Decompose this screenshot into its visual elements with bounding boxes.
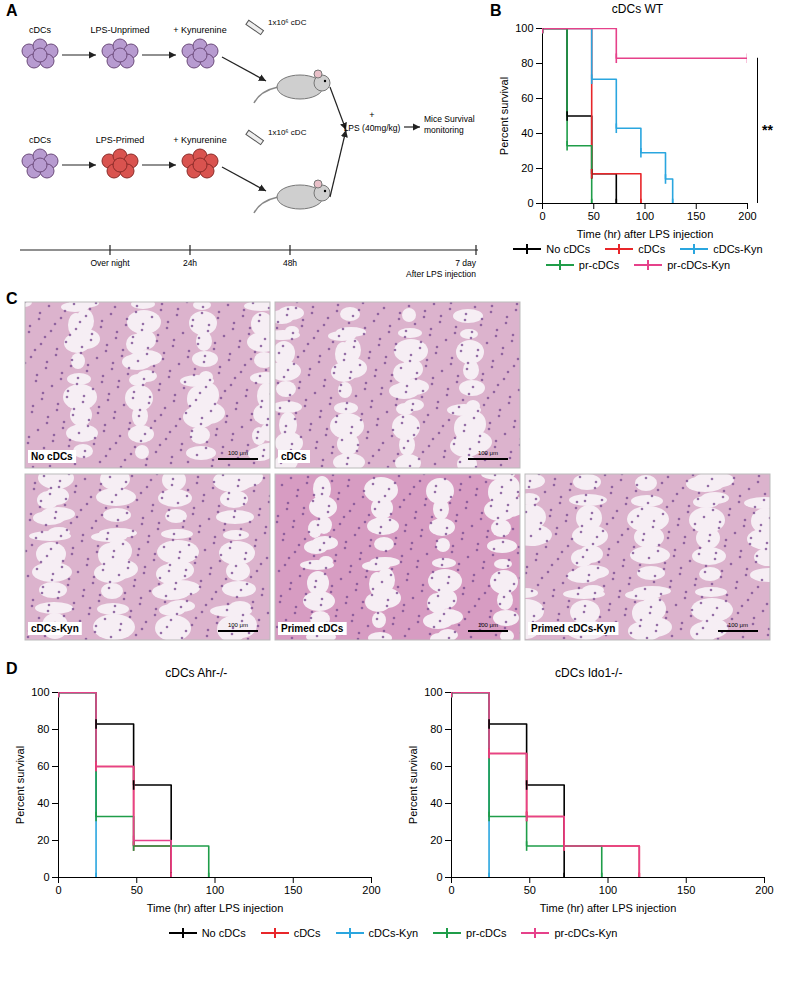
svg-text:cDCs: cDCs (281, 451, 307, 462)
html-text:pr-cDCs: pr-cDCs (466, 927, 507, 939)
html-text:B: B (490, 2, 502, 19)
svg-text:LPS-Unprimed: LPS-Unprimed (90, 25, 149, 35)
svg-text:LPS-Primed: LPS-Primed (96, 135, 145, 145)
svg-text:20: 20 (430, 834, 442, 846)
svg-text:Over night: Over night (90, 258, 130, 268)
html-text:A: A (6, 2, 18, 19)
svg-text:100 μm: 100 μm (478, 622, 498, 628)
html-text:cDCs Ido1-/-: cDCs Ido1-/- (555, 666, 623, 680)
svg-text:0: 0 (448, 884, 454, 896)
svg-text:7 day: 7 day (455, 258, 477, 268)
svg-text:100: 100 (636, 210, 654, 222)
svg-text:150: 150 (284, 884, 302, 896)
html-text:pr-cDCs-Kyn: pr-cDCs-Kyn (554, 927, 618, 939)
svg-text:Percent survival: Percent survival (15, 746, 27, 824)
svg-text:0: 0 (539, 210, 545, 222)
html-text:cDCs-Kyn: cDCs-Kyn (713, 243, 763, 255)
svg-text:24h: 24h (183, 258, 197, 268)
svg-text:1x10⁶ cDC: 1x10⁶ cDC (268, 18, 307, 27)
svg-text:200: 200 (363, 884, 381, 896)
svg-text:Primed cDCs: Primed cDCs (281, 623, 344, 634)
svg-text:100: 100 (599, 884, 617, 896)
svg-text:200: 200 (755, 884, 773, 896)
html-text:cDCs: cDCs (638, 243, 666, 255)
svg-text:20: 20 (521, 162, 533, 174)
svg-text:0: 0 (527, 197, 533, 209)
svg-text:Percent survival: Percent survival (498, 77, 510, 155)
html-text:C: C (6, 290, 18, 307)
svg-text:LPS (40mg/kg): LPS (40mg/kg) (344, 123, 401, 133)
svg-text:50: 50 (588, 210, 600, 222)
svg-text:cDCs: cDCs (29, 135, 51, 145)
svg-text:100: 100 (424, 686, 442, 698)
svg-text:**: ** (762, 122, 773, 138)
svg-text:80: 80 (430, 723, 442, 735)
svg-text:cDCs-Kyn: cDCs-Kyn (31, 623, 79, 634)
svg-text:After LPS injection: After LPS injection (406, 269, 476, 279)
svg-text:50: 50 (131, 884, 143, 896)
svg-text:80: 80 (521, 57, 533, 69)
svg-text:20: 20 (38, 834, 50, 846)
svg-text:Primed cDCs-Kyn: Primed cDCs-Kyn (531, 623, 615, 634)
html-text:pr-cDCs-Kyn: pr-cDCs-Kyn (667, 259, 731, 271)
svg-text:Percent survival: Percent survival (407, 746, 419, 824)
html-text:No cDCs: No cDCs (201, 927, 246, 939)
svg-text:Time (hr) after LPS injection: Time (hr) after LPS injection (577, 228, 714, 240)
svg-text:Time (hr) after LPS injection: Time (hr) after LPS injection (539, 902, 676, 914)
svg-text:100: 100 (515, 22, 533, 34)
svg-text:80: 80 (38, 723, 50, 735)
svg-text:100 μm: 100 μm (228, 622, 248, 628)
svg-text:Time (hr) after LPS injection: Time (hr) after LPS injection (147, 902, 284, 914)
svg-text:60: 60 (38, 760, 50, 772)
svg-text:50: 50 (523, 884, 535, 896)
svg-text:0: 0 (436, 871, 442, 883)
svg-text:40: 40 (430, 797, 442, 809)
html-text:cDCs-Kyn: cDCs-Kyn (368, 927, 419, 939)
svg-text:200: 200 (738, 210, 756, 222)
svg-text:+ Kynurenine: + Kynurenine (173, 25, 226, 35)
html-text:No cDCs: No cDCs (546, 243, 591, 255)
svg-text:0: 0 (44, 871, 50, 883)
svg-text:150: 150 (687, 210, 705, 222)
svg-text:100: 100 (206, 884, 224, 896)
html-text:pr-cDCs: pr-cDCs (578, 259, 620, 271)
svg-text:150: 150 (677, 884, 695, 896)
svg-text:100 μm: 100 μm (478, 450, 498, 456)
svg-text:cDCs: cDCs (29, 25, 51, 35)
svg-text:40: 40 (521, 127, 533, 139)
svg-text:60: 60 (430, 760, 442, 772)
svg-text:40: 40 (38, 797, 50, 809)
svg-text:100: 100 (31, 686, 49, 698)
svg-text:+ Kynurenine: + Kynurenine (173, 135, 226, 145)
svg-text:100 μm: 100 μm (228, 450, 248, 456)
svg-text:+: + (369, 110, 374, 120)
svg-text:0: 0 (56, 884, 62, 896)
svg-text:100 μm: 100 μm (728, 622, 748, 628)
html-text:D: D (6, 660, 18, 677)
svg-text:1x10⁶ cDC: 1x10⁶ cDC (268, 128, 307, 137)
svg-text:Mice Survivalmonitoring: Mice Survivalmonitoring (424, 114, 475, 135)
html-text:cDCs: cDCs (293, 927, 321, 939)
html-text:cDCs Ahr-/-: cDCs Ahr-/- (165, 666, 228, 680)
html-text:cDCs WT: cDCs WT (611, 2, 664, 16)
svg-text:No cDCs: No cDCs (31, 451, 73, 462)
svg-text:60: 60 (521, 92, 533, 104)
svg-text:48h: 48h (283, 258, 297, 268)
